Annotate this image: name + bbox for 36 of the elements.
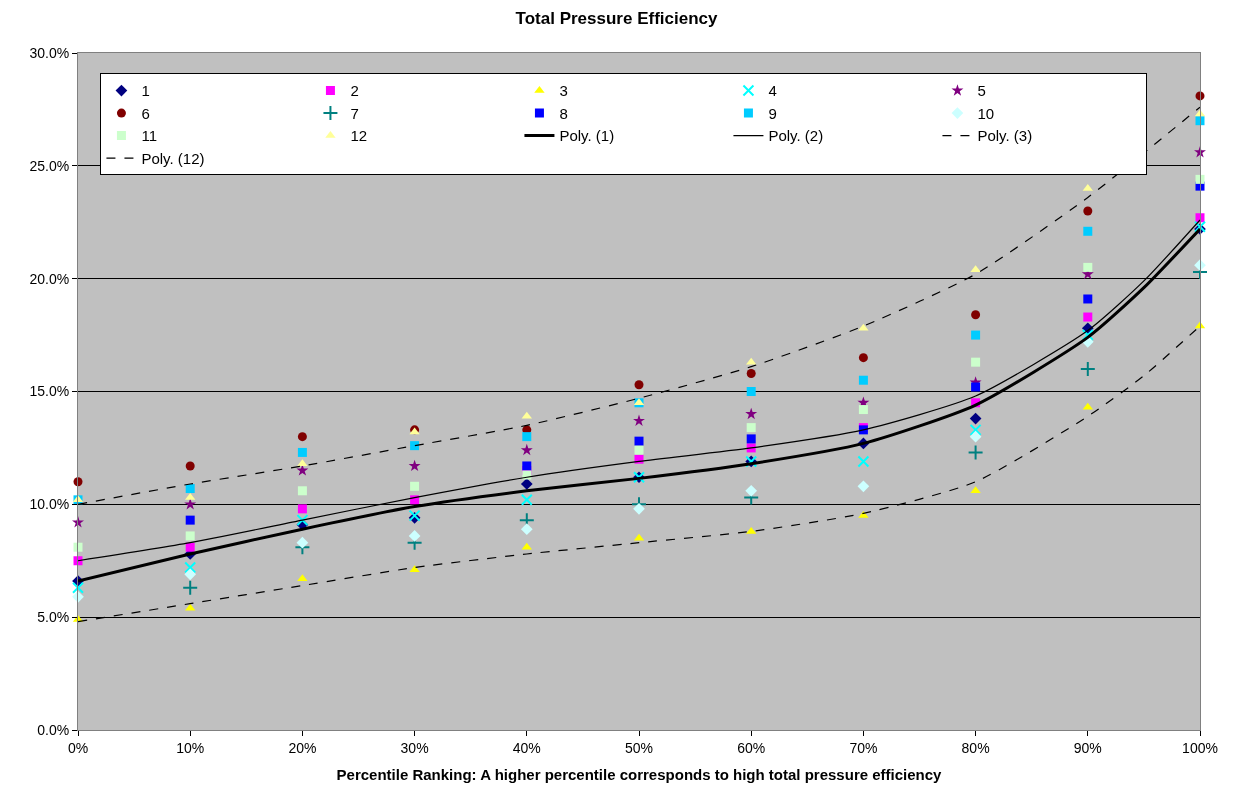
- legend-label: 9: [768, 104, 777, 122]
- x-tick-label: 60%: [737, 739, 766, 756]
- x-tick-label: 0%: [67, 739, 89, 756]
- y-tick-label: 10.0%: [29, 496, 70, 513]
- y-tick-label: 15.0%: [29, 383, 70, 400]
- chart-title: Total Pressure Efficiency: [515, 8, 718, 28]
- legend-label: 12: [350, 127, 368, 145]
- legend-label: 1: [141, 82, 150, 100]
- y-tick-label: 20.0%: [29, 270, 70, 287]
- legend-label: Poly. (1): [559, 127, 615, 145]
- legend-label: 8: [559, 104, 568, 122]
- x-tick-label: 80%: [961, 739, 990, 756]
- x-tick-label: 20%: [288, 739, 317, 756]
- x-tick-label: 100%: [1182, 739, 1218, 756]
- legend-label: Poly. (2): [768, 127, 824, 145]
- legend-label: Poly. (12): [141, 149, 205, 167]
- x-tick-label: 70%: [849, 739, 878, 756]
- x-axis-title: Percentile Ranking: A higher percentile corresponds to high total pressure efficiency: [336, 765, 943, 783]
- legend-label: 3: [559, 82, 568, 100]
- legend-label: 10: [977, 104, 995, 122]
- x-tick-label: 50%: [624, 739, 654, 756]
- y-tick-label: 5.0%: [37, 609, 70, 626]
- x-tick-label: 10%: [176, 739, 205, 756]
- y-tick-label: 30.0%: [29, 44, 70, 61]
- legend-label: 7: [350, 104, 359, 122]
- legend-label: 2: [350, 82, 359, 100]
- legend-label: 11: [141, 127, 158, 145]
- x-tick-label: 90%: [1073, 739, 1102, 756]
- x-tick-label: 30%: [400, 739, 429, 756]
- legend-label: 6: [141, 104, 150, 122]
- legend-label: Poly. (3): [977, 127, 1033, 145]
- legend-label: 5: [977, 82, 986, 100]
- legend-label: 4: [768, 82, 777, 100]
- y-tick-label: 25.0%: [29, 157, 70, 174]
- x-tick-label: 40%: [512, 739, 541, 756]
- y-tick-label: 0.0%: [37, 721, 70, 738]
